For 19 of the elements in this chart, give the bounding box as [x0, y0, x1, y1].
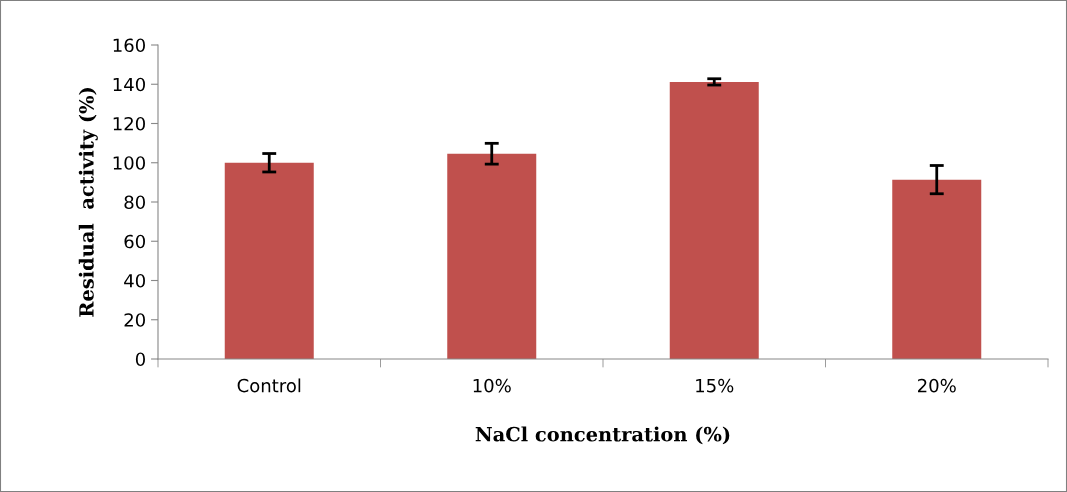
- y-tick-label: 120: [113, 116, 145, 131]
- bar: [892, 179, 982, 359]
- y-tick-label: 0: [135, 352, 145, 367]
- y-tick-label: 140: [113, 77, 145, 92]
- bar: [669, 81, 759, 359]
- y-tick-label: 60: [124, 234, 145, 249]
- x-tick-label: 10%: [473, 378, 511, 393]
- y-tick-label: 40: [124, 273, 145, 288]
- y-tick-label: 160: [113, 38, 145, 53]
- bar: [447, 153, 537, 359]
- x-tick-label: Control: [237, 378, 301, 393]
- bar: [224, 162, 314, 359]
- y-tick-label: 80: [124, 195, 145, 210]
- x-tick-label: 20%: [918, 378, 956, 393]
- x-axis-title: NaCl concentration (%): [475, 426, 730, 445]
- y-tick-label: 100: [113, 156, 145, 170]
- y-tick-label: 20: [124, 313, 145, 327]
- x-tick-label: 15%: [696, 378, 734, 393]
- y-axis-title: Residual activity (%): [78, 88, 98, 317]
